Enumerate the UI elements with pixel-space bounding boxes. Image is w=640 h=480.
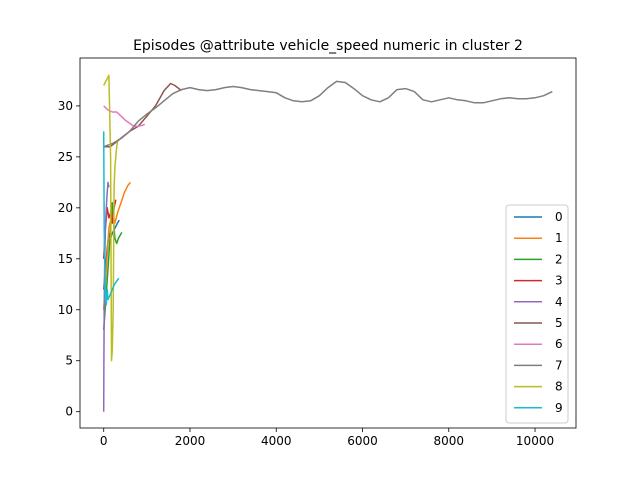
- y-tick-label: 10: [58, 303, 73, 317]
- legend-label-5: 5: [555, 316, 563, 330]
- series-line-9: [102, 131, 120, 306]
- legend: 0 1 2 3 4 5 6 7 8 9: [505, 204, 569, 424]
- plot-background: [80, 58, 576, 428]
- series-line-6: [103, 105, 146, 128]
- legend-label-9: 9: [555, 401, 563, 415]
- y-axis: 0 5 10 15 20 25 30: [58, 99, 80, 419]
- series-line-4: [102, 181, 110, 412]
- x-tick-label: 8000: [433, 434, 464, 448]
- legend-label-6: 6: [555, 337, 563, 351]
- y-tick-label: 0: [65, 405, 73, 419]
- series-line-8: [103, 74, 119, 362]
- series-line-1: [102, 181, 132, 310]
- series-line-2: [102, 201, 123, 331]
- legend-label-8: 8: [555, 380, 563, 394]
- x-tick-label: 10000: [516, 434, 554, 448]
- chart-title: Episodes @attribute vehicle_speed numeri…: [133, 38, 523, 54]
- legend-label-2: 2: [555, 252, 563, 266]
- legend-label-1: 1: [555, 231, 563, 245]
- legend-label-4: 4: [555, 295, 563, 309]
- x-tick-label: 2000: [175, 434, 206, 448]
- legend-label-7: 7: [555, 358, 563, 372]
- x-tick-label: 6000: [347, 434, 378, 448]
- series-group: [102, 74, 553, 412]
- y-tick-label: 20: [58, 201, 73, 215]
- series-line-7: [103, 80, 553, 148]
- y-tick-label: 30: [58, 99, 73, 113]
- x-tick-label: 0: [100, 434, 108, 448]
- y-tick-label: 15: [58, 252, 73, 266]
- y-tick-label: 5: [65, 354, 73, 368]
- plot-area: [80, 58, 576, 428]
- y-tick-label: 25: [58, 150, 73, 164]
- plot-frame: [79, 57, 577, 429]
- legend-label-0: 0: [555, 210, 563, 224]
- legend-label-3: 3: [555, 274, 563, 288]
- x-axis: 0 2000 4000 6000 8000 10000: [100, 428, 554, 448]
- x-tick-label: 4000: [261, 434, 292, 448]
